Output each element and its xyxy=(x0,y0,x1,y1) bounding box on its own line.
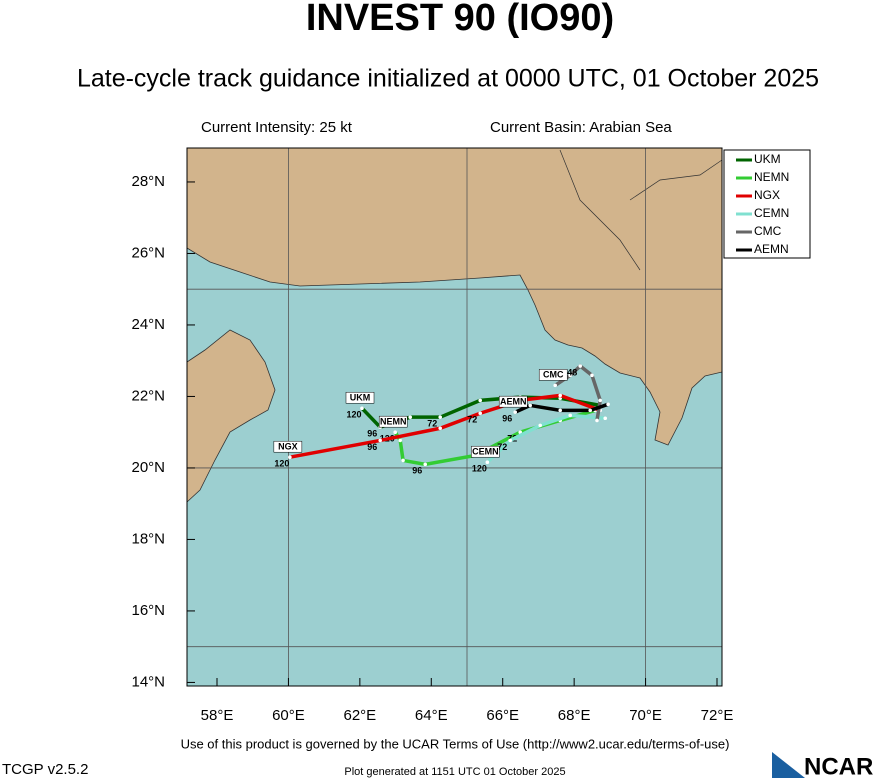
legend-label: UKM xyxy=(754,152,781,166)
x-tick-label: 66°E xyxy=(486,707,519,724)
hour-label: 96 xyxy=(367,429,377,439)
track-point xyxy=(423,462,428,467)
borders xyxy=(559,149,722,271)
end-label-box xyxy=(471,445,500,458)
track-point xyxy=(485,460,490,465)
legend-label: NGX xyxy=(754,188,780,202)
hour-label: 96 xyxy=(502,414,512,424)
end-label: CMC xyxy=(543,370,564,380)
legend-box xyxy=(723,149,811,259)
legend-label: CEMN xyxy=(754,206,789,220)
terms: Use of this product is governed by the U… xyxy=(181,736,730,751)
end-label-box xyxy=(538,369,568,381)
track-point xyxy=(398,438,403,443)
end-label: NEMN xyxy=(380,417,407,427)
generated: Plot generated at 1151 UTC 01 October 20… xyxy=(344,766,565,778)
land-arabia xyxy=(187,329,276,503)
y-tick-label: 28°N xyxy=(131,173,165,190)
x-tick-label: 60°E xyxy=(272,707,305,724)
track-point xyxy=(288,455,292,460)
x-tick-label: 72°E xyxy=(701,707,734,724)
track-point xyxy=(588,408,593,413)
track-point xyxy=(508,438,513,443)
x-tick-label: 64°E xyxy=(415,707,448,724)
end-label: NGX xyxy=(278,442,298,452)
track-point xyxy=(603,416,608,421)
end-label: AEMN xyxy=(500,397,527,407)
track-point xyxy=(393,430,398,434)
intensity: Current Intensity: 25 kt xyxy=(201,119,353,136)
y-tick-label: 16°N xyxy=(131,602,165,619)
y-tick-label: 18°N xyxy=(131,530,165,547)
track-point xyxy=(538,423,543,428)
track-point xyxy=(568,373,573,378)
track-point xyxy=(401,458,405,463)
legend-label: NEMN xyxy=(754,170,789,184)
basin: Current Basin: Arabian Sea xyxy=(490,119,672,136)
frame xyxy=(186,147,723,687)
y-tick-label: 20°N xyxy=(131,459,165,476)
legend-label: CMC xyxy=(754,224,782,238)
track-line xyxy=(554,363,603,421)
land-north xyxy=(187,148,722,446)
track-point xyxy=(553,383,558,388)
y-tick-label: 22°N xyxy=(131,387,165,404)
version: TCGP v2.5.2 xyxy=(2,761,88,778)
hour-label: 120 xyxy=(274,459,289,469)
hour-label: 120 xyxy=(472,464,487,474)
y-tick-label: 14°N xyxy=(131,673,165,690)
end-label: CEMN xyxy=(472,447,499,457)
y-tick-label: 24°N xyxy=(131,316,165,333)
track-point xyxy=(478,398,483,403)
track-point xyxy=(606,402,610,407)
end-label-box xyxy=(378,415,408,428)
track-point xyxy=(590,373,594,378)
track-point xyxy=(408,415,413,419)
hour-label: 96 xyxy=(367,442,377,452)
subtitle: Late-cycle track guidance initialized at… xyxy=(77,65,819,93)
ncar: NCAR xyxy=(804,753,873,780)
track-point xyxy=(568,413,573,418)
hour-label: 48 xyxy=(567,367,577,377)
track-point xyxy=(598,398,603,403)
x-tick-label: 70°E xyxy=(629,707,662,724)
hour-label: 96 xyxy=(412,466,422,476)
y-tick-label: 26°N xyxy=(131,244,165,261)
legend-label: AEMN xyxy=(754,242,789,256)
end-label: UKM xyxy=(350,393,371,403)
end-label-box xyxy=(498,395,528,408)
title: INVEST 90 (IO90) xyxy=(306,0,614,39)
track-point xyxy=(513,410,518,414)
track-point xyxy=(438,426,443,431)
track-point xyxy=(438,415,443,419)
grid xyxy=(187,148,722,686)
hour-label: 72 xyxy=(427,419,437,429)
hour-label: 72 xyxy=(467,415,477,425)
hour-label: 72 xyxy=(497,442,507,452)
x-tick-label: 58°E xyxy=(201,707,234,724)
track-point xyxy=(528,403,533,408)
track-point xyxy=(578,364,583,368)
end-label-box xyxy=(345,391,375,404)
track-point xyxy=(558,393,563,398)
x-tick-label: 62°E xyxy=(344,707,377,724)
map-area xyxy=(187,148,722,686)
track-point xyxy=(595,418,599,423)
track-point xyxy=(378,438,383,443)
ncar-logo xyxy=(772,752,805,778)
hour-label: 120 xyxy=(346,410,361,420)
track-point xyxy=(360,406,364,411)
x-tick-label: 68°E xyxy=(558,707,591,724)
end-label-box xyxy=(273,440,303,453)
legend: UKM NEMN NGX CEMN CMC AEMN xyxy=(723,149,811,259)
track-point xyxy=(558,408,563,413)
track-point xyxy=(478,411,483,416)
